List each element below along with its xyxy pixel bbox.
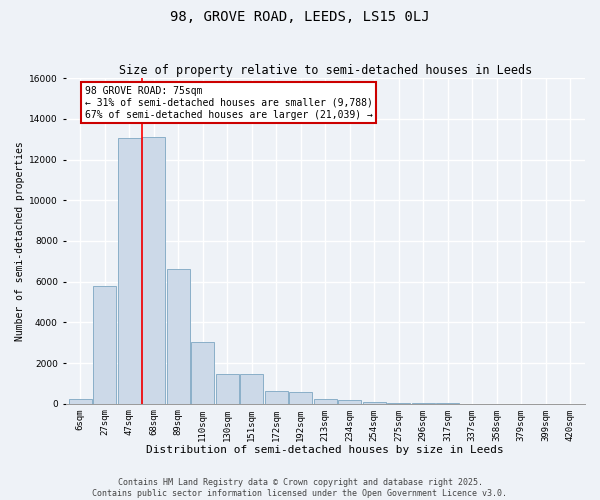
Text: 98, GROVE ROAD, LEEDS, LS15 0LJ: 98, GROVE ROAD, LEEDS, LS15 0LJ <box>170 10 430 24</box>
Bar <box>68 398 92 404</box>
X-axis label: Distribution of semi-detached houses by size in Leeds: Distribution of semi-detached houses by … <box>146 445 504 455</box>
Bar <box>118 138 141 404</box>
Bar <box>362 402 386 404</box>
Bar <box>142 137 166 404</box>
Text: Contains HM Land Registry data © Crown copyright and database right 2025.
Contai: Contains HM Land Registry data © Crown c… <box>92 478 508 498</box>
Bar <box>387 402 410 404</box>
Bar <box>167 270 190 404</box>
Text: 98 GROVE ROAD: 75sqm
← 31% of semi-detached houses are smaller (9,788)
67% of se: 98 GROVE ROAD: 75sqm ← 31% of semi-detac… <box>85 86 373 120</box>
Bar <box>93 286 116 404</box>
Bar <box>240 374 263 404</box>
Y-axis label: Number of semi-detached properties: Number of semi-detached properties <box>15 141 25 341</box>
Title: Size of property relative to semi-detached houses in Leeds: Size of property relative to semi-detach… <box>119 64 532 77</box>
Bar <box>265 391 288 404</box>
Bar <box>338 400 361 404</box>
Bar <box>314 399 337 404</box>
Bar <box>215 374 239 404</box>
Bar <box>191 342 214 404</box>
Bar <box>289 392 313 404</box>
Bar <box>412 403 435 404</box>
